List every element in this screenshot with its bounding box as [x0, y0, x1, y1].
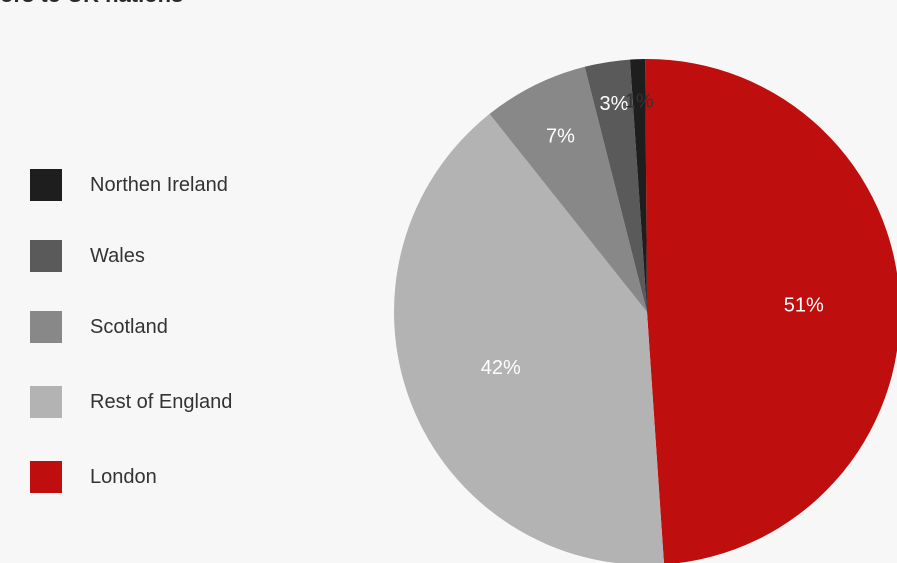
legend-item-northern-ireland: Northen Ireland — [30, 168, 228, 202]
legend-label-rest-of-england: Rest of England — [90, 390, 233, 413]
legend-swatch-london — [30, 461, 62, 493]
legend-item-scotland: Scotland — [30, 310, 168, 344]
legend-swatch-rest-of-england — [30, 386, 62, 418]
legend-item-wales: Wales — [30, 239, 145, 273]
legend-label-wales: Wales — [90, 244, 145, 267]
legend-swatch-scotland — [30, 311, 62, 343]
chart-title: ors to UK nations — [0, 0, 183, 8]
slice-label-wales: 3% — [600, 93, 629, 115]
legend-swatch-northern-ireland — [30, 169, 62, 201]
legend-label-northern-ireland: Northen Ireland — [90, 173, 228, 196]
pie-slice-scotland — [489, 66, 647, 313]
legend-item-rest-of-england: Rest of England — [30, 385, 232, 419]
legend-item-london: London — [30, 460, 157, 494]
legend-label-scotland: Scotland — [90, 315, 168, 338]
pie-slice-rest-of-england — [394, 113, 664, 563]
slice-label-northen-ireland: 1% — [625, 90, 654, 112]
pie-slice-wales — [584, 59, 647, 312]
legend-swatch-wales — [30, 240, 62, 272]
slice-label-london: 51% — [784, 294, 824, 316]
pie-slice-london — [645, 59, 897, 563]
slice-label-rest-of-england: 42% — [481, 357, 521, 379]
legend-label-london: London — [90, 465, 157, 488]
slice-label-scotland: 7% — [546, 126, 575, 148]
pie-slice-northen-ireland — [629, 59, 647, 312]
